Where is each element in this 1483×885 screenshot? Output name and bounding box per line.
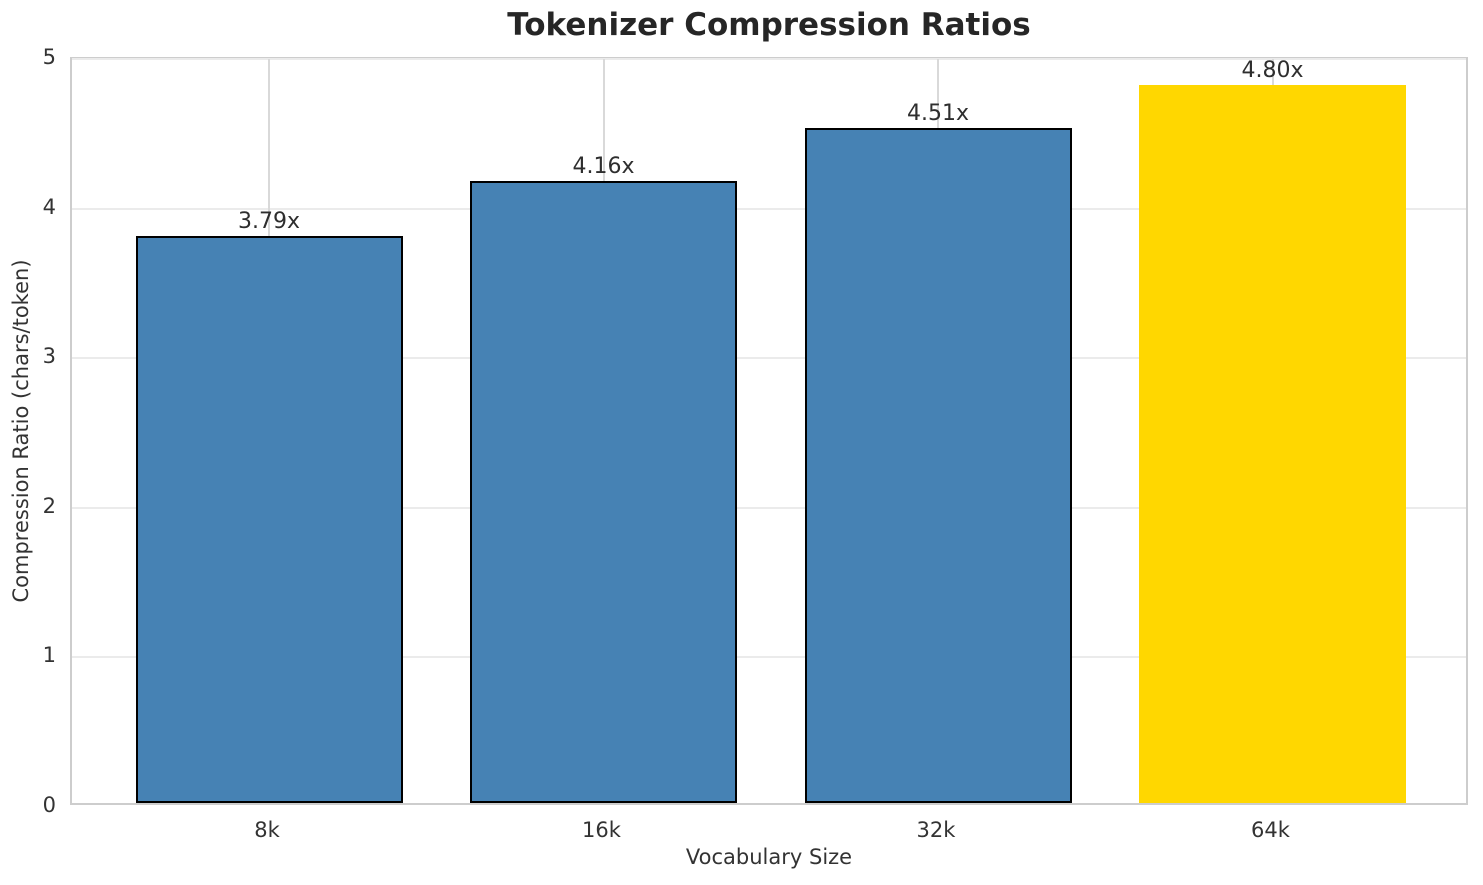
gridline-horizontal [72,207,1466,210]
y-tick-label: 2 [42,493,56,518]
x-tick-label-16k: 16k [582,818,621,842]
x-tick-label-8k: 8k [254,818,280,842]
bar-value-label-64k: 4.80x [1241,57,1304,83]
bar-value-label-8k: 3.79x [237,209,301,235]
bar-16k [470,180,737,803]
y-axis-label: Compression Ratio (chars/token) [9,259,33,603]
bar-32k [804,128,1072,803]
gridline-horizontal [72,357,1466,360]
bar-value-label-16k: 4.16x [572,153,635,179]
bar-64k [1139,84,1406,803]
x-tick-label-64k: 64k [1251,818,1290,842]
x-tick-label-32k: 32k [916,818,956,842]
y-tick-label: 4 [42,194,56,219]
gridline-horizontal [72,58,1466,60]
y-tick-label: 1 [42,643,56,668]
gridline-horizontal [72,506,1466,509]
y-tick-label: 0 [42,793,56,817]
x-axis-label: Vocabulary Size [685,845,853,869]
bar-8k [135,236,403,803]
bar-value-label-32k: 4.51x [906,101,970,127]
y-tick-label: 3 [42,344,56,369]
chart-title: Tokenizer Compression Ratios [507,7,1031,43]
gridline-horizontal [72,656,1466,659]
plot-area: 3.79x 4.16x 4.51x 4.80x [70,57,1468,805]
y-tick-label: 5 [42,45,56,69]
